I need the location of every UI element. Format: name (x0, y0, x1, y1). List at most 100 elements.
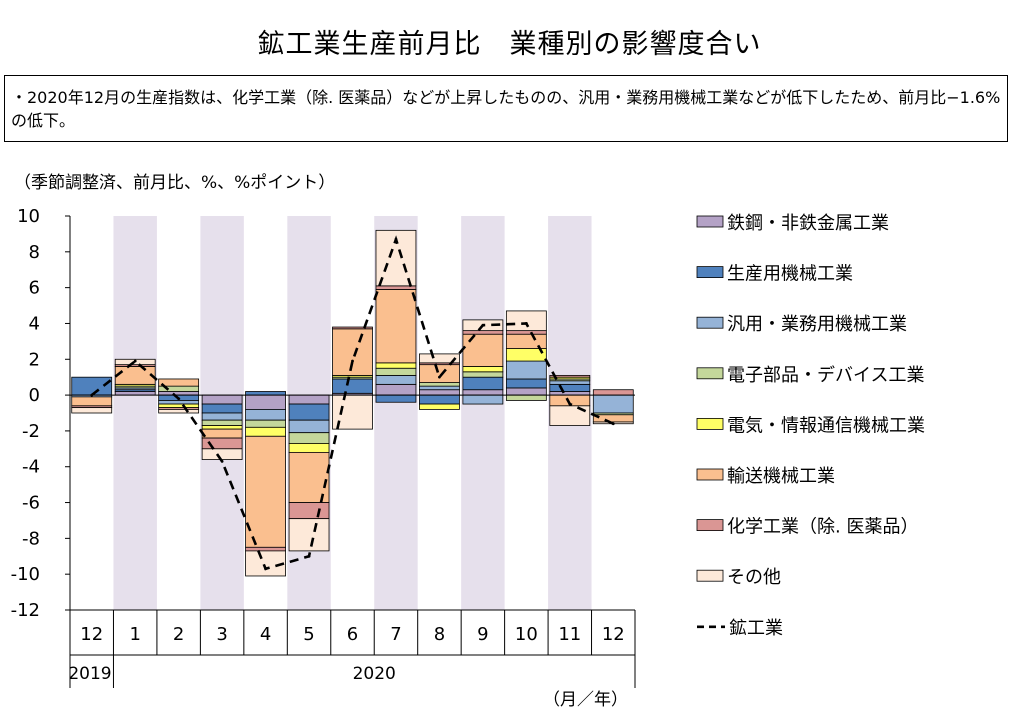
shade-band-9 (461, 216, 505, 610)
x-tick-label: 1 (129, 624, 140, 645)
bar-segment-0-10 (505, 387, 547, 396)
legend-label-4: 電気・情報通信機械工業 (727, 415, 925, 436)
legend-line-label: 鉱工業 (729, 618, 783, 639)
y-tick-label: -4 (22, 457, 40, 478)
y-tick-label: 10 (17, 206, 40, 227)
bar-segment-4-8 (419, 403, 460, 410)
bar-segment-7-3 (201, 448, 243, 460)
bar-segment-0-4 (245, 394, 286, 410)
legend-swatch-3 (696, 367, 724, 380)
line-point (177, 397, 181, 401)
y-tick-label: 2 (29, 349, 40, 370)
bar-segment-2-3 (201, 412, 243, 421)
bar-segment-2-9 (462, 394, 504, 405)
bar-segment-0-1 (114, 391, 156, 396)
line-point (568, 402, 572, 406)
line-point (611, 422, 615, 426)
bar-segment-1-3 (201, 403, 243, 414)
bar-segment-7-2 (158, 409, 200, 414)
bar-segment-5-8 (419, 364, 460, 383)
bar-segment-4-2 (158, 403, 200, 409)
line-point (481, 323, 485, 327)
bar-segment-5-3 (201, 428, 243, 439)
axes (65, 215, 636, 688)
legend: 鉄鋼・非鉄金属工業生産用機械工業汎用・業務用機械工業電子部品・デバイス工業電気・… (696, 213, 925, 639)
bar-segment-3-7 (375, 367, 417, 376)
bar-segment-3-5 (288, 432, 330, 444)
bar-segment-4-5 (288, 443, 330, 453)
y-tick-label: -10 (11, 564, 40, 585)
line-point (394, 237, 398, 241)
bar-segment-3-8 (419, 382, 460, 387)
x-tick-label: 3 (216, 624, 227, 645)
legend-label-3: 電子部品・デバイス工業 (727, 365, 924, 386)
line-point (524, 322, 528, 325)
bar-segment-6-10 (505, 330, 547, 335)
bar-segment-3-4 (245, 419, 286, 428)
bar-segment-2-2 (158, 400, 200, 405)
x-tick-label: 11 (558, 624, 581, 645)
line-point (438, 375, 441, 379)
bar-segment-1-10 (505, 378, 547, 389)
y-tick-label: 0 (29, 385, 40, 406)
legend-swatch-2 (696, 316, 724, 329)
legend-label-5: 輸送機械工業 (727, 466, 835, 487)
y-tick-label: -8 (22, 528, 40, 549)
y-tick-label: 4 (29, 313, 40, 334)
bar-segment-2-5 (288, 419, 330, 434)
y-tick-label: 6 (29, 278, 40, 299)
line-point (133, 359, 137, 363)
legend-swatch-5 (696, 468, 724, 481)
bar-segment-1-6 (332, 378, 373, 394)
bar-segment-3-10 (505, 394, 547, 401)
x-tick-label: 5 (303, 624, 314, 645)
chart-title: 鉱工業生産前月比 業種別の影響度合い (257, 29, 762, 60)
x-tick-label: 4 (260, 624, 271, 645)
x-tick-label: 8 (434, 624, 445, 645)
x-tick-label: 6 (347, 624, 358, 645)
bar-segment-0-2 (158, 391, 200, 396)
y-tick-label: -6 (22, 493, 40, 514)
x-tick-label: 12 (602, 624, 625, 645)
bar-segment-7-4 (245, 550, 286, 577)
bar-segment-5-1 (114, 366, 156, 385)
line-point (90, 393, 94, 397)
bar-stacks (71, 229, 634, 577)
x-tick-label: 12 (80, 624, 103, 645)
bar-segment-1-7 (375, 394, 417, 403)
x-tick-label: 2 (173, 624, 184, 645)
bar-segment-0-9 (462, 389, 504, 396)
bar-segment-2-11 (549, 380, 591, 385)
x-tick-label: 9 (477, 624, 488, 645)
year-label: 2020 (353, 664, 396, 684)
bar-segment-5-10 (505, 333, 547, 349)
legend-swatch-6 (696, 519, 724, 531)
bar-segment-5-6 (332, 328, 373, 376)
legend-swatch-0 (696, 215, 724, 228)
year-label: 2019 (68, 664, 111, 684)
legend-label-2: 汎用・業務用機械工業 (727, 314, 907, 335)
bar-segment-7-0 (71, 407, 113, 414)
bar-segment-1-4 (245, 391, 286, 396)
bar-segment-6-12 (592, 389, 634, 396)
bar-segment-1-11 (549, 383, 591, 392)
x-tick-label: 7 (390, 624, 401, 645)
bar-segment-7-8 (419, 353, 460, 364)
legend-swatch-1 (696, 266, 724, 279)
bar-segment-0-5 (288, 394, 330, 405)
bar-segment-2-8 (419, 385, 460, 391)
bar-segment-4-3 (201, 425, 243, 430)
bar-segment-6-11 (549, 374, 591, 378)
legend-swatch-4 (696, 417, 724, 430)
x-tick-label: 10 (515, 624, 538, 645)
line-point (220, 459, 224, 463)
bar-segment-1-9 (462, 376, 504, 391)
bar-segment-0-3 (201, 394, 243, 405)
y-tick-label: -2 (22, 421, 40, 442)
y-axis-unit-label: （季節調整済、前月比、%、%ポイント） (14, 173, 336, 193)
bar-segment-2-4 (245, 409, 286, 421)
line-point (351, 359, 354, 363)
legend-label-6: 化学工業（除. 医薬品） (727, 517, 918, 538)
